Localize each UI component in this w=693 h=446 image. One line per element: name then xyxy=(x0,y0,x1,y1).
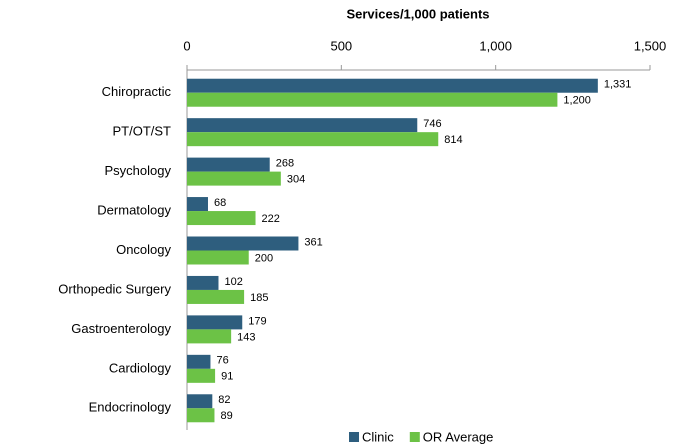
value-label: 304 xyxy=(287,174,305,186)
bar xyxy=(187,368,216,383)
y-tick-label: Cardiology xyxy=(109,360,172,375)
y-tick-label: Oncology xyxy=(116,242,171,257)
bar xyxy=(187,118,418,133)
legend-swatch xyxy=(409,432,420,442)
y-tick-label: Psychology xyxy=(105,163,172,178)
axis-title: Services/1,000 patients xyxy=(346,6,489,21)
y-tick-label: PT/OT/ST xyxy=(113,124,172,139)
value-label: 185 xyxy=(250,292,268,304)
bar xyxy=(187,132,439,147)
y-tick-label: Gastroenterology xyxy=(71,321,171,336)
bar xyxy=(187,329,232,344)
bar xyxy=(187,354,211,369)
y-tick-label: Chiropractic xyxy=(102,84,172,99)
value-label: 82 xyxy=(218,394,230,406)
value-label: 179 xyxy=(248,315,266,327)
value-label: 222 xyxy=(262,213,280,225)
y-tick-label: Orthopedic Surgery xyxy=(58,281,171,296)
value-label: 68 xyxy=(214,197,226,209)
y-tick-label: Endocrinology xyxy=(89,400,172,415)
x-tick-label: 1,000 xyxy=(479,38,512,53)
bar xyxy=(187,275,219,290)
bar xyxy=(187,211,256,226)
value-label: 143 xyxy=(237,331,255,343)
value-label: 91 xyxy=(221,371,233,383)
bar xyxy=(187,250,249,265)
legend-label: Clinic xyxy=(362,429,394,444)
value-label: 814 xyxy=(444,134,462,146)
x-tick-label: 500 xyxy=(330,38,352,53)
bar xyxy=(187,78,598,93)
bar xyxy=(187,157,270,172)
value-label: 200 xyxy=(255,252,273,264)
bar xyxy=(187,92,558,107)
x-tick-label: 1,500 xyxy=(634,38,667,53)
value-label: 746 xyxy=(423,118,441,130)
bar xyxy=(187,315,243,330)
value-label: 361 xyxy=(304,236,322,248)
value-label: 1,200 xyxy=(563,95,591,107)
value-label: 76 xyxy=(216,355,228,367)
bar xyxy=(187,236,299,251)
bar xyxy=(187,394,213,409)
bar xyxy=(187,408,215,423)
value-label: 1,331 xyxy=(604,79,632,91)
y-tick-label: Dermatology xyxy=(97,202,171,217)
x-tick-label: 0 xyxy=(183,38,190,53)
value-label: 268 xyxy=(276,158,294,170)
value-label: 89 xyxy=(220,410,232,422)
legend-label: OR Average xyxy=(423,429,494,444)
value-label: 102 xyxy=(224,276,242,288)
bar xyxy=(187,171,281,186)
bar xyxy=(187,289,245,304)
legend-swatch xyxy=(349,432,359,442)
bar xyxy=(187,197,208,212)
